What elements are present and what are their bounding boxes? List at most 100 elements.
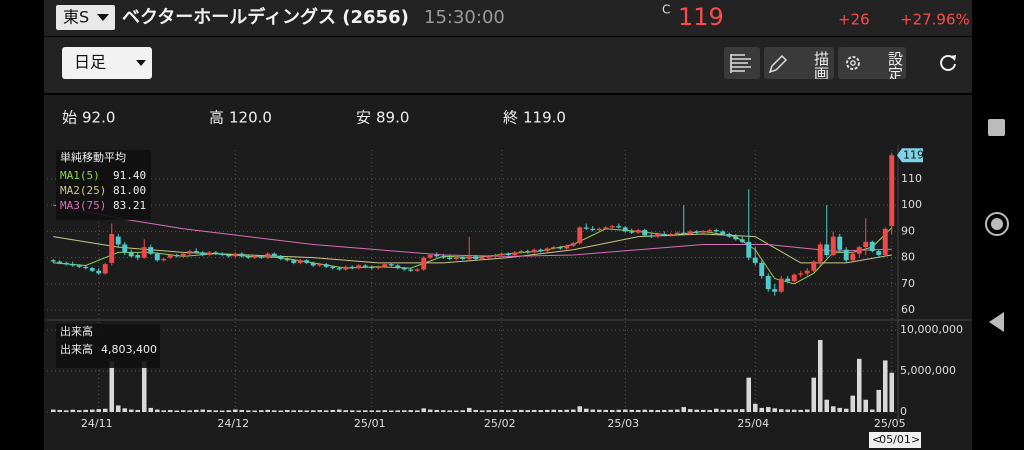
volume-bar <box>577 406 583 412</box>
ohlc-label: 始 <box>62 109 77 127</box>
settings-button[interactable] <box>838 47 906 79</box>
candle-body <box>882 228 888 255</box>
volume-bar <box>596 409 602 412</box>
candle-body <box>421 257 427 270</box>
x-tick-label: 25/04 <box>737 417 769 430</box>
period-select[interactable] <box>62 47 152 79</box>
candle-body <box>57 261 63 263</box>
candle-body <box>700 231 706 233</box>
volume-bar <box>167 409 173 412</box>
volume-bar <box>401 410 407 412</box>
candle-body <box>642 230 648 236</box>
volume-bar <box>778 409 784 412</box>
candle-body <box>434 255 440 257</box>
nav-recent[interactable] <box>988 119 1005 136</box>
gear-center <box>850 60 856 66</box>
volume-bar <box>609 409 615 412</box>
volume-bar <box>765 407 771 412</box>
x-tick-label: 25/03 <box>607 417 639 430</box>
dropdown-arrow <box>97 14 109 21</box>
volume-bar <box>232 409 238 412</box>
volume-bar <box>681 407 687 412</box>
candle-body <box>596 228 602 231</box>
cursor-left[interactable]: < <box>872 433 881 446</box>
candle-body <box>772 289 778 292</box>
cursor-right[interactable]: > <box>911 433 920 446</box>
candle-body <box>505 253 511 255</box>
candle-body <box>258 256 264 258</box>
ohlc-label: 高 <box>209 109 224 127</box>
candle-body <box>239 253 245 257</box>
volume-bar <box>317 410 323 412</box>
candle-body <box>245 256 251 258</box>
price: 119 <box>678 3 724 31</box>
refresh-icon[interactable] <box>940 55 956 71</box>
volume-bar <box>850 395 856 412</box>
candle-body <box>791 274 797 282</box>
candle-body <box>746 241 752 258</box>
y-tick-label: 70 <box>901 277 915 290</box>
ohlc-value: 120.0 <box>229 109 272 127</box>
volume-bar <box>811 377 817 412</box>
candle-body <box>200 252 206 255</box>
candle-body <box>804 270 810 274</box>
volume-bar <box>193 409 199 412</box>
candle-body <box>817 244 823 262</box>
volume-bar <box>382 410 388 412</box>
volume-bar <box>206 410 212 412</box>
volume-bar <box>824 399 830 412</box>
candle-body <box>187 251 193 254</box>
candle-body <box>687 231 693 234</box>
volume-bar <box>115 405 121 412</box>
candle-body <box>219 253 225 255</box>
candle-body <box>661 234 667 236</box>
volume-bar <box>733 409 739 412</box>
candle-body <box>427 255 433 258</box>
volume-bar <box>674 409 680 412</box>
volume-bar <box>141 361 147 412</box>
volume-bar <box>395 410 401 412</box>
candle-body <box>382 264 388 267</box>
volume-bar <box>583 408 589 412</box>
volume-bar <box>616 409 622 412</box>
pencil-icon <box>768 54 788 74</box>
ma-legend-value: 91.40 <box>113 169 146 182</box>
candle-body <box>635 230 641 233</box>
candle-body <box>109 234 115 263</box>
candle-body <box>466 256 472 259</box>
exchange-select[interactable] <box>56 5 115 30</box>
volume-bar <box>96 409 102 412</box>
candle-body <box>141 247 147 258</box>
volume-legend-label: 出来高 <box>60 342 93 356</box>
volume-bar <box>622 409 628 412</box>
nav-home[interactable] <box>985 212 1009 236</box>
x-tick-label: 25/05 <box>874 417 906 430</box>
candle-body <box>863 241 869 248</box>
candle-body <box>850 253 856 261</box>
candle-body <box>356 265 362 269</box>
nav-home-dot <box>991 218 1003 230</box>
volume-bar <box>102 408 108 412</box>
x-tick-label: 24/11 <box>81 417 113 430</box>
volume-bar <box>271 410 277 412</box>
volume-bar <box>720 409 726 412</box>
volume-bar <box>518 409 524 412</box>
candle-body <box>180 253 186 257</box>
top-bar <box>44 0 972 36</box>
candle-body <box>362 265 368 267</box>
draw-button[interactable] <box>764 47 834 79</box>
candle-body <box>778 278 784 292</box>
nav-back[interactable] <box>989 312 1004 332</box>
candle-body <box>837 236 843 250</box>
candle-body <box>50 260 56 262</box>
cursor-date: 05/01 <box>879 433 911 446</box>
candle-body <box>70 264 76 266</box>
volume-bar <box>89 409 95 412</box>
volume-bar <box>525 410 531 412</box>
candle-body <box>843 249 849 261</box>
volume-bar <box>284 410 290 412</box>
volume-bar <box>343 410 349 412</box>
candle-body <box>752 257 758 263</box>
time: 15:30:00 <box>424 7 505 28</box>
